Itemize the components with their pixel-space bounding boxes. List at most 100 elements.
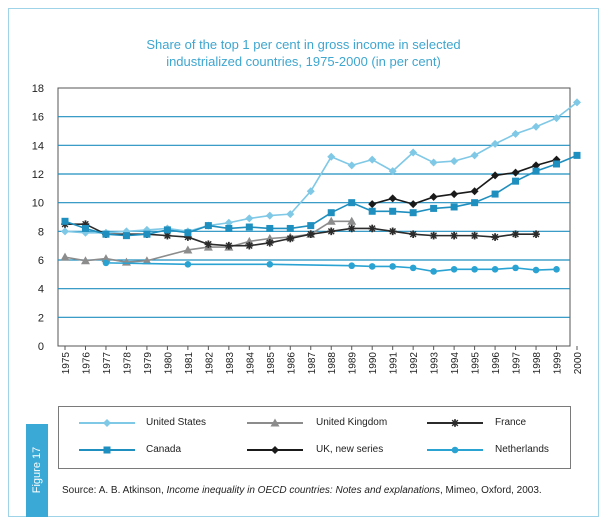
data-point-france [327,227,336,236]
data-point-canada [81,224,89,232]
data-point-us [327,152,336,161]
data-point-france [532,230,540,238]
data-point-uk_new [368,200,377,209]
legend-label-us: United States [146,417,207,428]
legend-marker-uk [270,418,280,427]
source-prefix: Source: A. B. Atkinson, [62,485,167,496]
data-point-france [511,230,520,238]
data-point-france [388,227,397,236]
legend-marker-france [451,419,459,427]
data-point-france [450,231,458,240]
data-point-canada [327,209,335,217]
data-point-uk [60,252,70,261]
data-point-us [286,210,295,219]
data-point-canada [471,199,479,207]
data-point-canada [368,207,376,215]
data-point-netherlands [102,259,110,267]
data-point-uk_new [511,168,520,177]
y-tick-label: 12 [32,169,44,181]
data-point-us [511,129,520,138]
data-point-uk_new [470,187,479,196]
plot-area [57,87,571,347]
data-point-canada [553,160,561,168]
data-point-netherlands [430,268,437,275]
data-point-france [409,230,417,238]
data-point-netherlands [532,266,540,274]
data-point-canada [184,229,192,237]
data-point-us [306,187,315,196]
data-point-france [347,224,356,233]
legend: United States United Kingdom France Cana… [58,406,571,469]
data-point-us [470,151,479,160]
x-tick-label: 1987 [307,352,318,375]
chart-title-line-2: industrialized countries, 1975-2000 (in … [166,54,441,69]
x-tick-label: 1997 [512,352,523,375]
data-point-france [204,240,213,249]
legend-label-uk-new: UK, new series [316,444,384,455]
y-tick-label: 6 [38,255,44,267]
data-point-canada [163,226,171,234]
series-line-us [64,101,578,234]
data-point-canada [409,209,417,217]
data-point-uk [80,256,90,265]
chart-title-line-1: Share of the top 1 per cent in gross inc… [146,37,461,52]
x-tick-label: 1991 [389,352,400,375]
x-tick-label: 1975 [61,352,72,375]
x-tick-label: 1992 [409,352,420,375]
data-point-france [470,231,479,240]
data-point-canada [348,199,356,207]
data-point-canada [450,203,458,211]
source-suffix: , Mimeo, Oxford, 2003. [440,485,542,496]
legend-marker-canada [103,446,111,454]
x-tick-label: 1983 [225,352,236,375]
data-point-us [409,148,418,157]
x-tick-label: 1998 [532,352,543,375]
y-tick-label: 16 [32,112,44,124]
data-point-us [429,158,438,167]
figure-label: Figure 17 [31,446,43,494]
data-point-uk [347,216,357,225]
legend-label-uk: United Kingdom [316,417,388,428]
data-point-us [347,161,356,170]
x-tick-label: 2000 [573,352,584,375]
data-point-canada [102,230,110,238]
data-point-uk_new [429,192,438,201]
y-tick-label: 18 [32,83,44,95]
data-point-us [532,122,541,131]
x-tick-label: 1984 [245,352,256,375]
data-point-us [573,98,581,107]
x-tick-label: 1990 [368,352,379,375]
data-point-canada [286,224,294,232]
x-tick-label: 1994 [450,352,461,375]
data-point-uk_new [450,190,459,199]
data-point-canada [266,224,274,232]
data-point-uk [326,216,336,225]
series-line-canada [64,154,578,237]
data-point-canada [512,177,520,185]
x-tick-label: 1979 [143,352,154,375]
data-point-netherlands [450,266,458,273]
data-point-uk_new [409,200,418,209]
data-point-us [61,227,69,236]
figure-frame [8,8,599,517]
data-point-canada [430,204,438,212]
data-point-us [491,139,500,148]
data-point-france [245,241,254,250]
source-title: Income inequality in OECD countries: Not… [166,485,440,496]
data-point-canada [225,224,233,232]
x-tick-label: 1981 [184,352,195,375]
data-point-france [266,239,274,247]
data-point-uk [101,254,111,263]
data-point-uk_new [491,171,500,180]
x-tick-label: 1995 [471,352,482,375]
x-tick-label: 1988 [327,352,338,375]
y-tick-label: 14 [32,140,44,152]
legend-swatches [79,418,483,454]
data-point-france [306,230,315,238]
x-tick-label: 1999 [553,352,564,375]
data-point-netherlands [348,262,356,270]
data-point-netherlands [266,261,274,268]
legend-label-france: France [495,417,527,428]
data-point-canada [389,207,397,215]
legend-marker-us [103,419,111,427]
